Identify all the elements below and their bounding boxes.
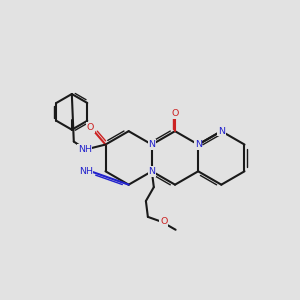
Text: N: N: [148, 140, 155, 149]
Text: O: O: [87, 123, 94, 132]
Text: NH: NH: [79, 167, 93, 176]
Text: NH: NH: [78, 145, 92, 154]
Text: O: O: [171, 109, 179, 118]
Text: N: N: [218, 127, 225, 136]
Text: N: N: [195, 140, 202, 149]
Text: N: N: [148, 167, 155, 176]
Text: O: O: [160, 217, 167, 226]
